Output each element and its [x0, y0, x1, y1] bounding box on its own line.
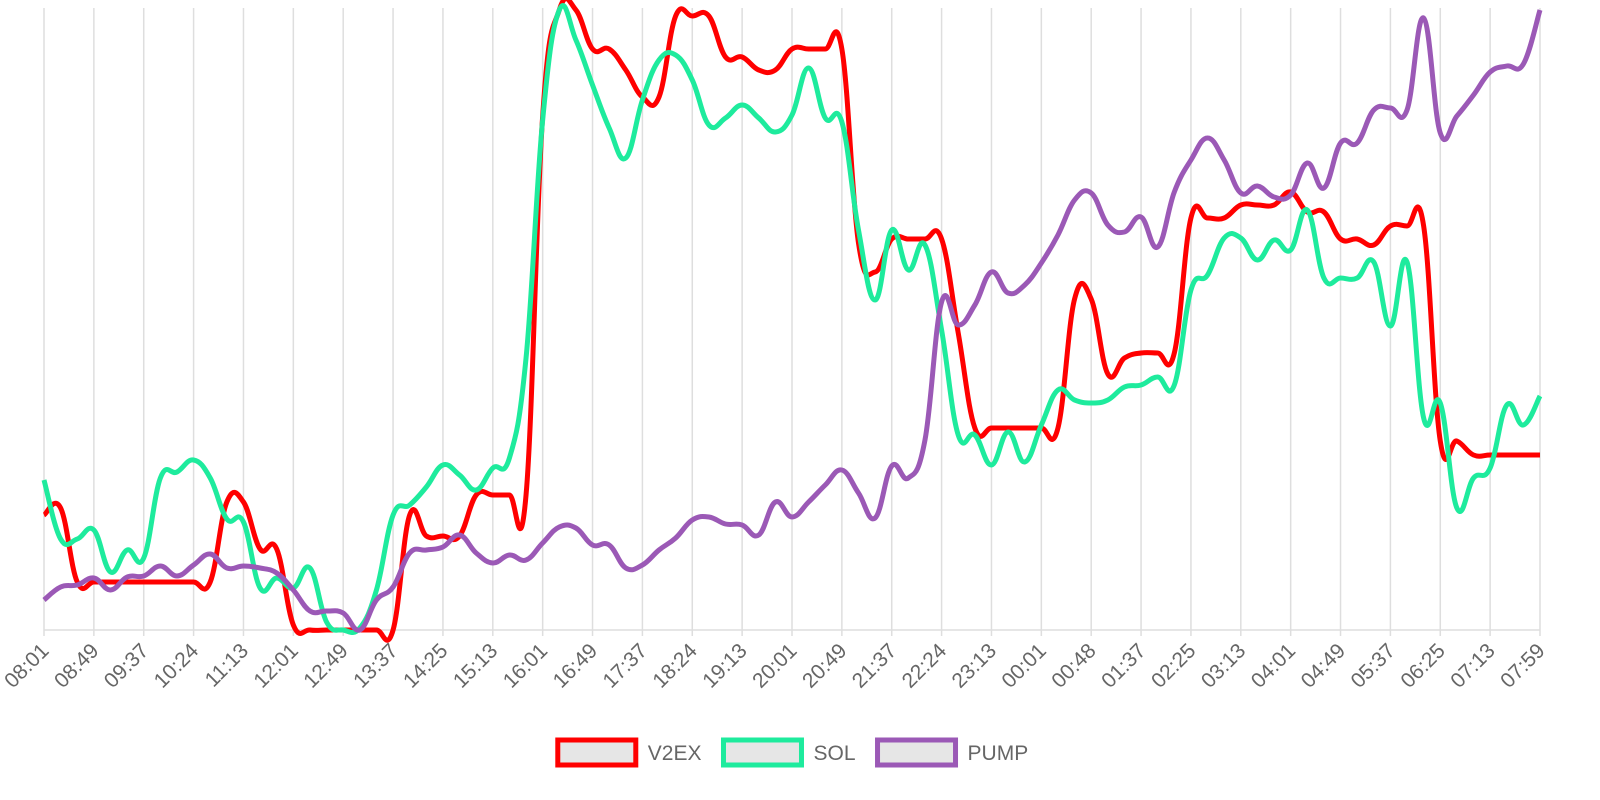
x-tick-label: 04:01 — [1247, 639, 1300, 692]
legend-item: SOL — [720, 737, 856, 768]
x-tick-label: 04:49 — [1297, 639, 1350, 692]
x-tick-label: 02:25 — [1147, 639, 1200, 692]
x-tick-label: 03:13 — [1197, 639, 1250, 692]
x-tick-label: 07:13 — [1446, 639, 1499, 692]
x-tick-label: 06:25 — [1396, 639, 1449, 692]
x-tick-label: 23:13 — [948, 639, 1001, 692]
x-tick-label: 15:13 — [449, 639, 502, 692]
legend-item: V2EX — [555, 737, 702, 768]
x-tick-label: 16:01 — [499, 639, 552, 692]
legend-swatch — [720, 737, 804, 768]
line — [41, 3, 1543, 635]
x-tick-label: 01:37 — [1097, 639, 1150, 692]
legend-label: SOL — [813, 742, 855, 765]
x-tick-label: 16:49 — [549, 639, 602, 692]
x-tick-label: 20:49 — [798, 639, 851, 692]
x-tick-label: 18:24 — [648, 639, 702, 693]
x-tick-label: 11:13 — [201, 639, 253, 691]
legend-label: PUMP — [968, 742, 1029, 765]
x-tick-label: 12:01 — [249, 639, 302, 692]
x-tick-label: 10:24 — [150, 639, 204, 693]
legend-swatch — [555, 737, 639, 768]
x-tick-label: 07:59 — [1496, 639, 1549, 692]
x-tick-label: 17:37 — [599, 639, 652, 692]
x-tick-label: 21:37 — [848, 639, 901, 692]
legend-label: V2EX — [648, 742, 702, 765]
x-tick-label: 09:37 — [100, 639, 153, 692]
x-tick-label: 20:01 — [748, 639, 801, 692]
line — [42, 9, 1543, 633]
x-tick-label: 00:48 — [1047, 639, 1100, 692]
legend-item: PUMP — [875, 737, 1029, 768]
x-tick-label: 12:49 — [299, 639, 352, 692]
legend-swatch — [875, 737, 959, 768]
x-tick-label: 05:37 — [1347, 639, 1400, 692]
x-tick-label: 22:24 — [898, 639, 952, 693]
legend: V2EX SOL PUMP — [555, 737, 1029, 768]
x-tick-label: 19:13 — [698, 639, 751, 692]
x-tick-label: 08:49 — [50, 639, 103, 692]
x-tick-label: 00:01 — [997, 639, 1050, 692]
x-tick-label: 08:01 — [0, 639, 53, 692]
x-tick-label: 13:37 — [349, 639, 402, 692]
x-tick-label: 14:25 — [399, 639, 452, 692]
